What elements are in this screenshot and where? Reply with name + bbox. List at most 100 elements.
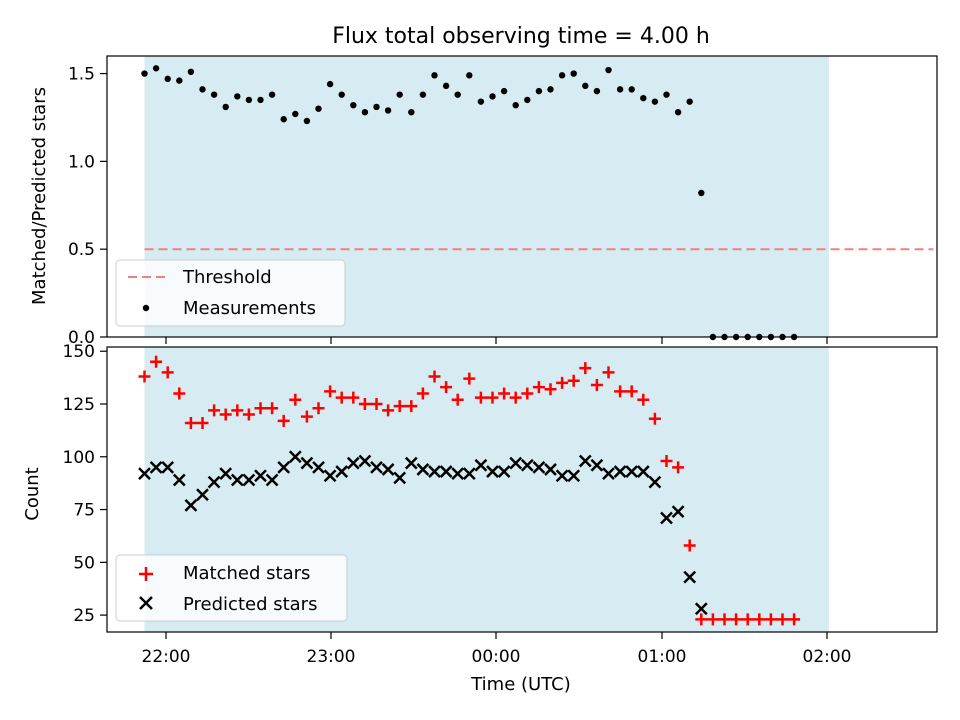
predicted-star-point [277,460,291,474]
top-ytick-label: 1.5 [68,65,95,85]
measurement-point [141,70,148,77]
matched-star-point [312,402,325,415]
top-legend: Threshold Measurements [115,259,346,327]
matched-star-point [614,385,627,398]
matched-star-point [741,613,754,626]
measurement-point [616,86,624,93]
xtick-label: 02:00 [803,647,852,667]
measurement-point [234,93,241,100]
measurement-point [292,110,299,118]
predicted-star-point [451,467,465,481]
matched-star-point [463,372,476,385]
matched-star-point [428,370,441,383]
xtick-label: 23:00 [307,647,356,667]
measurement-point [628,86,635,93]
predicted-star-point [660,511,673,525]
measurement-point [199,86,206,93]
measurement-point [454,91,461,98]
measurement-point [338,91,345,98]
predicted-star-point [555,469,569,483]
predicted-star-point [567,469,581,483]
matched-star-point [300,410,313,423]
measurement-point [663,91,670,98]
measurement-point [674,109,682,116]
measurement-point [303,117,311,125]
legend-matched-swatch [139,567,153,581]
matched-star-point [474,391,487,404]
measurement-point [396,91,403,98]
matched-star-point [753,613,766,626]
measurement-point [222,103,229,111]
predicted-star-point [370,460,383,474]
measurement-point [164,75,171,83]
matched-star-point [358,398,371,410]
measurement-point [698,189,705,197]
predicted-star-point [428,465,441,478]
measurement-point [570,70,577,77]
bottom-legend: Matched stars Predicted stars [115,554,348,622]
matched-star-point [521,387,534,400]
measurement-point [176,77,183,84]
matched-star-point [208,404,221,417]
measurement-point [408,109,415,116]
matched-star-point [498,387,511,400]
measurement-point [686,98,693,105]
predicted-star-point [288,450,302,464]
matched-star-point [324,385,337,398]
matched-star-point [648,412,661,425]
predicted-star-point [242,473,256,487]
matched-star-point [416,387,429,400]
predicted-star-point [683,570,697,584]
predicted-star-point [532,460,546,474]
predicted-star-point [404,456,418,470]
predicted-star-point [520,458,534,472]
top-frame [106,55,938,338]
matched-star-point [254,402,267,415]
predicted-star-point [439,465,453,478]
predicted-star-point [358,454,372,468]
matched-star-point [567,374,580,387]
predicted-star-point [219,467,233,481]
measurement-point [500,87,508,95]
matched-star-point [730,613,743,626]
bottom-ytick-label: 150 [63,342,95,362]
predicted-star-point [486,465,499,478]
matched-star-point [370,398,383,410]
predicted-star-point [230,473,244,487]
xtick-label: 01:00 [638,647,687,667]
matched-star-point [289,393,302,406]
bottom-xlabel: Time (UTC) [470,674,571,695]
xtick-label: 00:00 [472,647,521,667]
measurement-point [558,72,566,79]
measurement-point [280,116,287,123]
measurement-point [152,65,160,72]
top-ytick-label: 0.5 [68,240,95,260]
matched-star-point [695,613,708,626]
measurement-point [384,107,392,114]
matched-star-point [231,404,244,417]
matched-star-point [150,355,163,368]
legend-predicted-swatch [139,596,153,610]
measurement-point [257,96,264,104]
matched-star-point [672,461,685,474]
legend-measurements-swatch [142,304,150,312]
predicted-star-point [161,460,175,474]
predicted-star-point [648,475,662,489]
bottom-ylabel: Count [22,467,43,520]
predicted-star-point [613,465,627,478]
matched-star-point [393,400,406,413]
predicted-star-point [625,465,639,478]
top-ytick-label: 0.0 [68,328,95,348]
predicted-star-point [474,458,488,472]
measurement-point [431,72,438,79]
predicted-star-point [497,465,511,478]
legend-measurements-label: Measurements [183,298,316,319]
measurement-point [547,86,554,93]
matched-star-point [590,379,603,391]
matched-star-point [706,613,719,626]
bottom-panel: 25 50 75 100 125 150 22:00 23:00 00:00 01:00 02:00… [22,342,938,695]
matched-star-point [219,408,232,421]
bottom-legend-box [115,554,348,622]
predicted-star-point [172,473,186,487]
measurement-point [651,98,659,105]
